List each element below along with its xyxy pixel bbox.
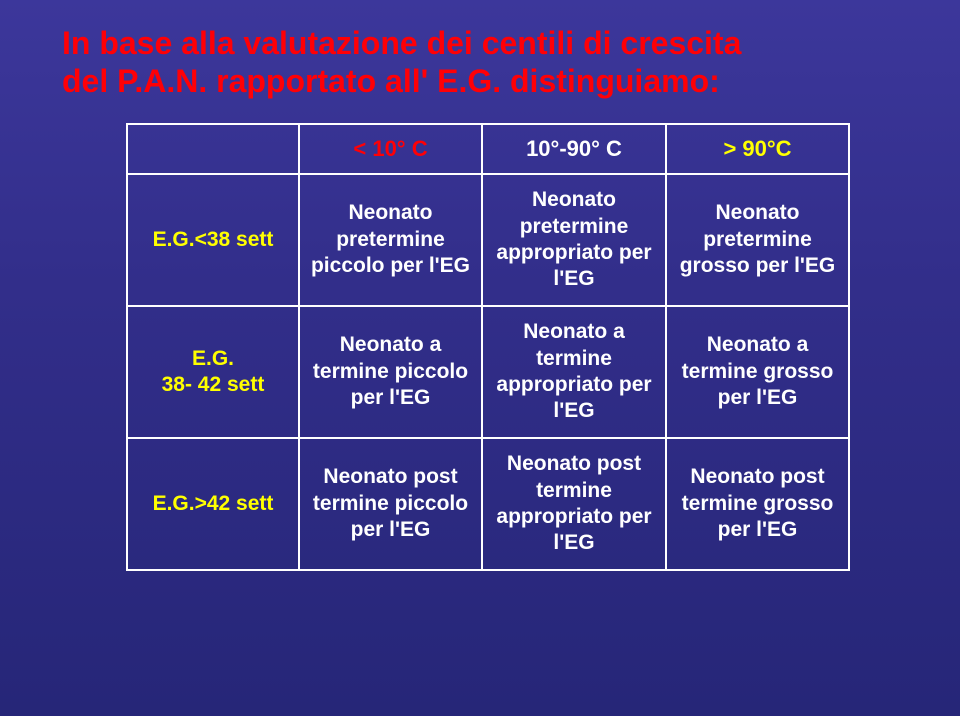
heading-line-1: In base alla valutazione dei centili di … (62, 25, 741, 61)
cell: Neonato a termine piccolo per l'EG (299, 306, 482, 438)
cell: Neonato pretermine appropriato per l'EG (482, 174, 666, 306)
cell: Neonato post termine appropriato per l'E… (482, 438, 666, 570)
cell: Neonato post termine piccolo per l'EG (299, 438, 482, 570)
cell: Neonato post termine grosso per l'EG (666, 438, 849, 570)
row-label: E.G.38- 42 sett (127, 306, 299, 438)
cell: Neonato pretermine grosso per l'EG (666, 174, 849, 306)
cell: Neonato pretermine piccolo per l'EG (299, 174, 482, 306)
row-label: E.G.<38 sett (127, 174, 299, 306)
header-lt10: < 10° C (299, 124, 482, 174)
cell: Neonato a termine appropriato per l'EG (482, 306, 666, 438)
table-row: E.G.>42 sett Neonato post termine piccol… (127, 438, 849, 570)
header-10-90: 10°-90° C (482, 124, 666, 174)
header-blank (127, 124, 299, 174)
table-header-row: < 10° C 10°-90° C > 90°C (127, 124, 849, 174)
heading-line-2: del P.A.N. rapportato all' E.G. distingu… (62, 63, 720, 99)
table-row: E.G.<38 sett Neonato pretermine piccolo … (127, 174, 849, 306)
page-title: In base alla valutazione dei centili di … (62, 24, 908, 101)
cell: Neonato a termine grosso per l'EG (666, 306, 849, 438)
classification-table: < 10° C 10°-90° C > 90°C E.G.<38 sett Ne… (126, 123, 850, 571)
slide: In base alla valutazione dei centili di … (0, 0, 960, 716)
row-label: E.G.>42 sett (127, 438, 299, 570)
table-row: E.G.38- 42 sett Neonato a termine piccol… (127, 306, 849, 438)
header-gt90: > 90°C (666, 124, 849, 174)
